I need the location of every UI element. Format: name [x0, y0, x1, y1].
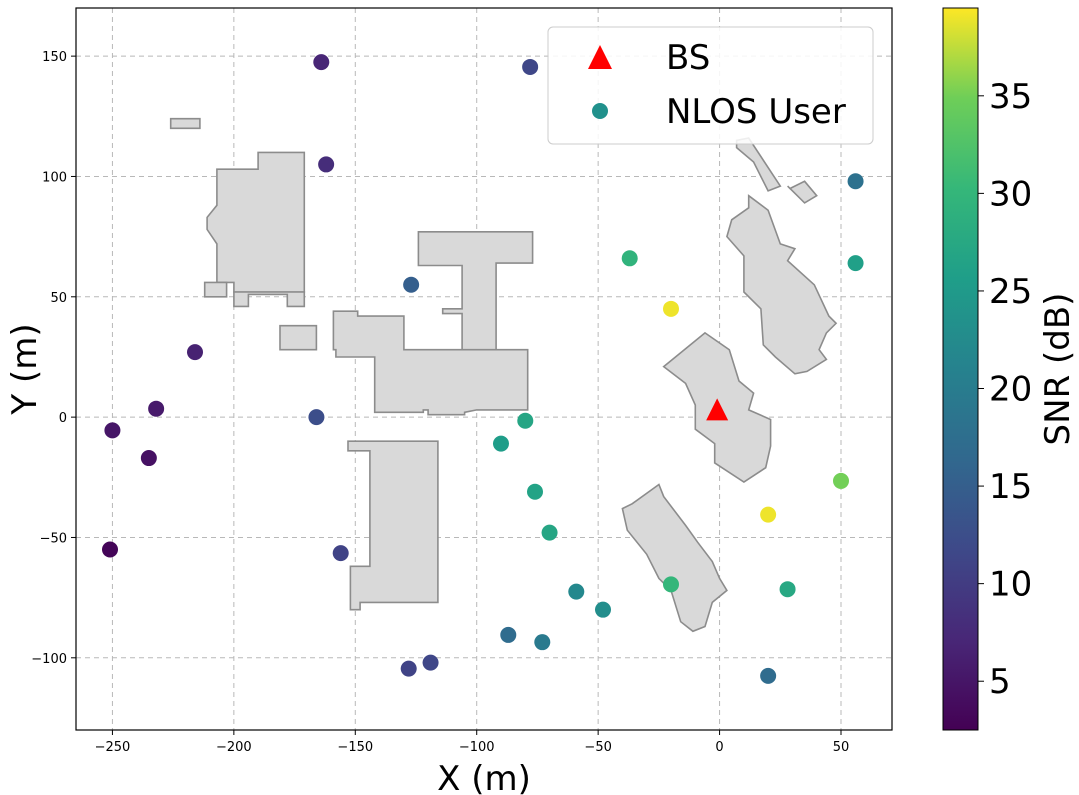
user-point: [621, 250, 638, 267]
user-point: [760, 506, 777, 523]
user-point: [318, 156, 335, 173]
user-point: [400, 660, 417, 677]
colorbar-tick-label: 30: [989, 174, 1032, 214]
user-point: [522, 58, 539, 75]
user-point: [403, 276, 420, 293]
user-point: [313, 54, 330, 71]
legend: BS NLOS User: [547, 26, 874, 145]
legend-box: [547, 26, 874, 145]
x-tick-label: −250: [95, 740, 131, 755]
user-point: [663, 576, 679, 593]
legend-user-label: NLOS User: [666, 92, 846, 132]
user-point: [595, 601, 611, 618]
user-point: [847, 173, 864, 190]
x-tick-label: 0: [715, 740, 723, 755]
building: [233, 291, 306, 308]
x-axis-ticks: −250 −200 −150 −100 −50 0 50: [95, 730, 850, 755]
colorbar-tick-label: 10: [989, 565, 1032, 605]
colorbar-tick-label: 15: [989, 467, 1032, 507]
x-tick-label: −50: [584, 740, 611, 755]
user-point: [148, 400, 165, 417]
colorbar: 5 10 15 20 25 30 35 SNR (dB): [942, 7, 1078, 731]
user-point: [527, 483, 543, 500]
user-point: [493, 435, 509, 452]
legend-user-circle-icon: [592, 103, 608, 119]
building: [332, 310, 529, 416]
building: [203, 281, 228, 298]
building: [279, 324, 318, 351]
user-point: [422, 654, 439, 671]
user-point: [541, 524, 558, 541]
y-axis-label: Y (m): [5, 323, 45, 415]
base-station-layer: [706, 398, 729, 421]
y-tick-label: 150: [42, 50, 67, 65]
user-points: [102, 54, 864, 684]
colorbar-tick-label: 35: [989, 77, 1032, 117]
y-axis-ticks: −100 −50 0 50 100 150: [31, 50, 76, 667]
plot-frame: [75, 7, 893, 731]
x-tick-label: −150: [337, 740, 373, 755]
user-point: [104, 422, 121, 439]
colorbar-tick-label: 20: [989, 370, 1032, 410]
building: [787, 180, 818, 204]
user-point: [779, 581, 796, 598]
y-tick-label: 50: [50, 291, 67, 306]
building: [347, 440, 439, 611]
building: [726, 194, 838, 375]
x-tick-label: −100: [459, 740, 495, 755]
base-station-marker: [706, 398, 729, 421]
buildings-layer: [169, 117, 838, 633]
user-point: [332, 545, 349, 562]
x-axis-label: X (m): [437, 759, 531, 795]
user-point: [663, 300, 679, 317]
legend-bs-triangle-icon: [588, 45, 612, 69]
user-point: [102, 541, 118, 558]
y-tick-label: 0: [59, 411, 67, 426]
user-point: [517, 412, 534, 429]
y-tick-label: 100: [42, 170, 67, 185]
building: [417, 231, 534, 351]
user-point: [140, 450, 157, 467]
x-tick-label: −200: [216, 740, 252, 755]
building: [206, 151, 306, 293]
user-point: [308, 409, 325, 426]
x-tick-label: 50: [833, 740, 850, 755]
user-point: [760, 667, 777, 684]
user-point: [833, 472, 849, 489]
user-point: [534, 634, 551, 651]
y-tick-label: −100: [31, 652, 67, 667]
user-point: [568, 583, 585, 600]
colorbar-label: SNR (dB): [1038, 293, 1078, 446]
building: [169, 117, 201, 130]
building: [735, 137, 782, 192]
colorbar-tick-label: 25: [989, 272, 1032, 312]
user-point: [500, 626, 517, 643]
colorbar-ticks: 5 10 15 20 25 30 35: [978, 77, 1032, 702]
building: [621, 483, 728, 633]
colorbar-tick-label: 5: [989, 662, 1011, 702]
legend-bs-label: BS: [666, 38, 710, 78]
user-point: [847, 255, 864, 272]
y-tick-label: −50: [40, 531, 67, 546]
colorbar-gradient: [942, 7, 979, 731]
user-point: [187, 344, 203, 361]
